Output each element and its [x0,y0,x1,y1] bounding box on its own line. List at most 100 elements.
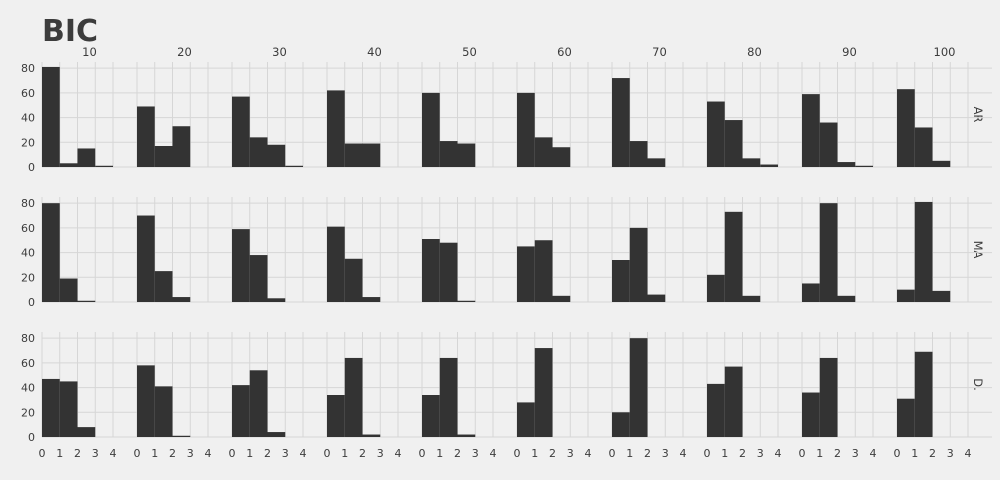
histogram-bar [232,229,250,302]
x-tick-label: 1 [721,447,728,460]
x-tick-label: 1 [246,447,253,460]
facet-row-label: D. [971,378,985,391]
histogram-bar [137,215,155,302]
x-tick-label: 2 [454,447,461,460]
x-tick-label: 1 [56,447,63,460]
histogram-bar [819,357,838,437]
histogram-bar [707,383,725,437]
histogram-bar [77,148,96,167]
histogram-bar [517,92,535,167]
histogram-bar [362,434,381,437]
histogram-bar [439,141,458,167]
histogram-bar [267,298,286,302]
y-tick-label: 40 [21,112,35,125]
histogram-bar [327,395,345,437]
facet-panel: 0 20 40 60 80 [21,197,137,309]
histogram-bar [154,271,173,302]
facet-col-label: 100 [934,45,956,59]
histogram-bar [819,203,838,302]
x-tick-label: 3 [187,447,194,460]
histogram-bar [95,165,113,167]
facet-panel [421,62,517,168]
histogram-bar [552,295,571,302]
x-tick-label: 4 [775,447,782,460]
facet-panel [231,197,327,303]
y-tick-label: 60 [21,222,35,235]
histogram-bar [612,78,630,167]
x-tick-label: 4 [870,447,877,460]
histogram-bar [42,378,60,437]
x-tick-label: 1 [816,447,823,460]
facet-row-label: MA [971,241,985,259]
histogram-bar [457,143,476,167]
histogram-bar [249,137,268,167]
x-tick-label: 4 [680,447,687,460]
x-tick-label: 3 [282,447,289,460]
histogram-bar [707,274,725,302]
facet-col-label: 30 [272,45,287,59]
histogram-bar [932,160,951,167]
x-tick-label: 2 [169,447,176,460]
histogram-bar [154,386,173,437]
histogram-bar [897,89,915,167]
histogram-bar [422,395,440,437]
histogram-bar [439,357,458,437]
facet-col-label: 20 [177,45,192,59]
x-tick-label: 1 [436,447,443,460]
x-tick-label: 4 [395,447,402,460]
facet-panel [136,197,232,303]
histogram-bar [344,357,363,437]
histogram-bar [327,90,345,167]
histogram-bar [742,295,761,302]
histogram-bar [802,392,820,437]
x-tick-label: 1 [341,447,348,460]
histogram-bar [612,260,630,302]
histogram-bar [742,158,761,167]
x-tick-label: 4 [490,447,497,460]
histogram-bar [77,300,96,302]
x-tick-label: 1 [151,447,158,460]
histogram-bar [629,338,648,437]
y-tick-label: 40 [21,247,35,260]
y-tick-label: 0 [28,161,35,174]
x-tick-label: 4 [965,447,972,460]
x-tick-label: 0 [609,447,616,460]
facet-col-label: 50 [462,45,477,59]
facet-panel [326,62,422,168]
facet-panel [516,62,612,168]
facet-panel: 0 20 40 60 80 [21,62,137,174]
y-tick-label: 0 [28,431,35,444]
facet-panel [611,62,707,168]
histogram-bar [42,66,60,167]
histogram-bar [552,147,571,167]
histogram-bar [914,201,933,302]
histogram-bar [439,242,458,302]
histogram-bar [802,283,820,302]
facet-col-label: 80 [747,45,762,59]
histogram-bar [647,158,666,167]
histogram-bar [802,94,820,167]
histogram-bar [612,412,630,437]
histogram-bar [249,370,268,437]
x-tick-label: 0 [419,447,426,460]
facet-panel [231,62,327,168]
y-tick-label: 0 [28,296,35,309]
x-tick-label: 3 [757,447,764,460]
histogram-bar [344,258,363,302]
histogram-bar [819,122,838,167]
histogram-bar [724,211,743,302]
x-tick-label: 3 [852,447,859,460]
histogram-bar [724,366,743,437]
histogram-bar [137,106,155,167]
x-tick-label: 0 [894,447,901,460]
facet-col-label: 60 [557,45,572,59]
histogram-bar [457,300,476,302]
x-tick-label: 0 [324,447,331,460]
x-tick-label: 1 [531,447,538,460]
